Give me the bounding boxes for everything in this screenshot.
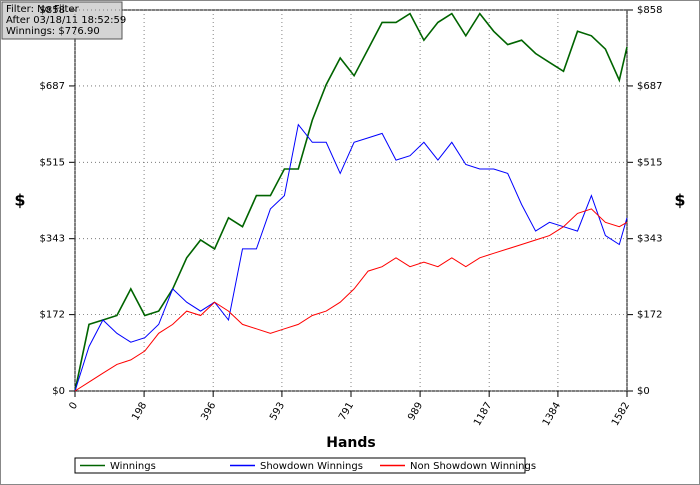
- info-filter: Filter: No Filter: [6, 4, 80, 15]
- series-line: [74, 208, 628, 392]
- x-tick-label: 0: [67, 401, 80, 412]
- y-tick-label: $858: [40, 5, 65, 16]
- series-line: [74, 123, 628, 392]
- legend-label: Non Showdown Winnings: [410, 461, 536, 472]
- y2-tick-label: $343: [637, 234, 662, 245]
- legend-label: Winnings: [110, 461, 156, 472]
- y2-tick-label: $858: [637, 5, 662, 16]
- info-date: After 03/18/11 18:52:59: [6, 15, 126, 26]
- legend-label: Showdown Winnings: [260, 461, 363, 472]
- y2-axis-label: $: [674, 191, 685, 210]
- info-box: [1, 1, 123, 40]
- y2-tick-label: $687: [637, 81, 662, 92]
- y-tick-label: $0: [52, 386, 65, 397]
- y2-tick-label: $515: [637, 157, 662, 168]
- y2-tick-label: $0: [637, 386, 650, 397]
- x-axis-label: Hands: [326, 435, 376, 451]
- y-tick-label: $343: [40, 234, 65, 245]
- y-axis-label: $: [14, 191, 25, 210]
- legend: [74, 457, 526, 474]
- y-tick-label: $515: [40, 157, 65, 168]
- series-line: [74, 12, 628, 392]
- y2-tick-label: $172: [637, 310, 662, 321]
- info-winnings: Winnings: $776.90: [6, 26, 100, 37]
- y-tick-label: $687: [40, 81, 65, 92]
- y-tick-label: $172: [40, 310, 65, 321]
